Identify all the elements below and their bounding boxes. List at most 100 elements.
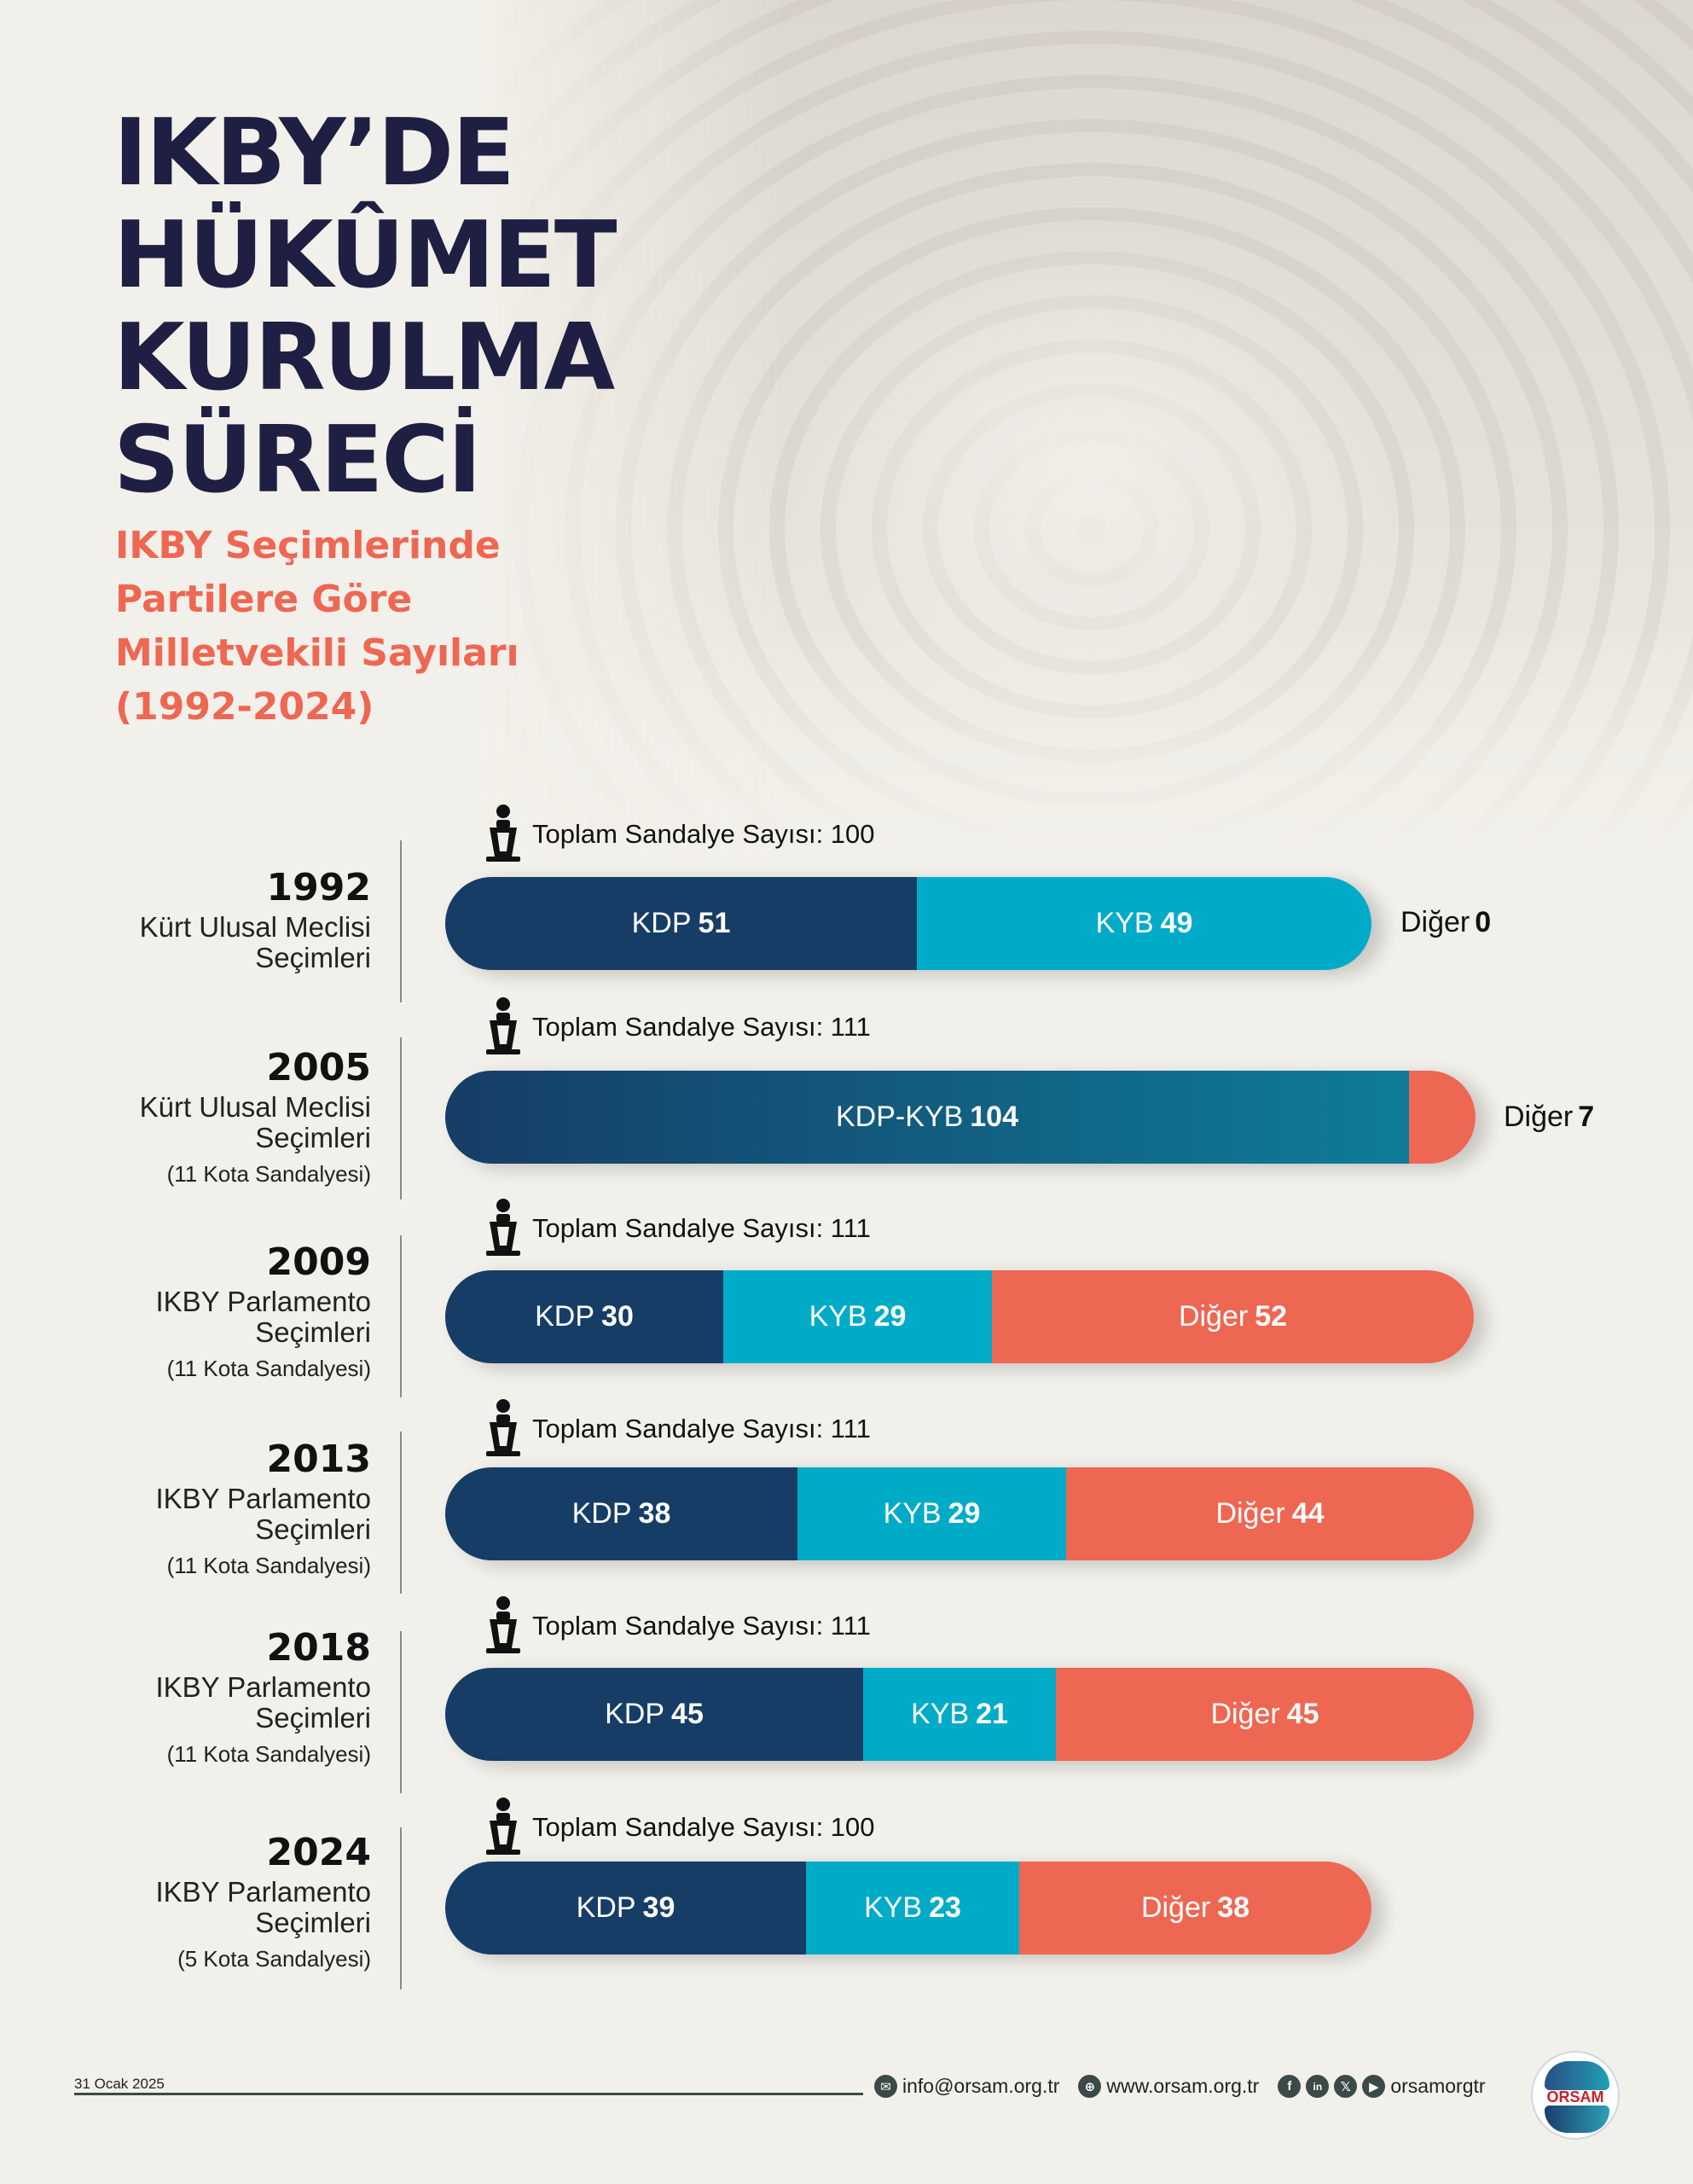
website-link[interactable]: www.orsam.org.tr (1106, 2075, 1260, 2097)
quota-note: (11 Kota Sandalyesi) (166, 1356, 371, 1381)
segment-kdp: KDP 45 (445, 1668, 863, 1761)
title-line: HÜKÛMET (113, 202, 617, 309)
election-year: 2024 (266, 1831, 371, 1874)
segment-kdp-kyb: KDP-KYB 104 (445, 1071, 1409, 1164)
title-line: KURULMA (113, 305, 615, 411)
stacked-bar-2018: KDP 45 KYB 21 Diğer 45 (445, 1668, 1474, 1761)
outside-label-diger: Diğer 0 (1400, 906, 1492, 938)
segment-kdp: KDP 39 (445, 1862, 806, 1955)
logo-text: ORSAM (1546, 2088, 1604, 2106)
election-type: Kürt Ulusal Meclisi (139, 1091, 371, 1123)
mail-icon: ✉ (874, 2075, 897, 2098)
row-label-1992: 1992 Kürt Ulusal Meclisi Seçimleri (13, 864, 371, 973)
page-title: IKBY’DE HÜKÛMET KURULMA SÜRECİ (113, 100, 617, 514)
seat-count-header: Toplam Sandalye Sayısı: 111 (484, 1198, 871, 1259)
chart-subtitle: IKBY Seçimlerinde Partilere Göre Milletv… (115, 519, 519, 734)
quota-note: (11 Kota Sandalyesi) (166, 1553, 371, 1578)
segment-kyb: KYB 29 (723, 1270, 992, 1363)
title-line: IKBY’DE (113, 100, 515, 206)
total-seats-label: Toplam Sandalye Sayısı: 111 (532, 1012, 871, 1042)
parliament-background-photo (478, 0, 1693, 853)
total-seats-label: Toplam Sandalye Sayısı: 100 (532, 819, 875, 849)
stacked-bar-2005: KDP-KYB 104 (445, 1071, 1476, 1164)
row-divider (400, 1235, 402, 1397)
subtitle-line: IKBY Seçimlerinde (115, 524, 501, 567)
row-divider (400, 1037, 402, 1199)
row-divider (400, 1827, 402, 1989)
election-year: 1992 (266, 866, 371, 909)
seat-count-header: Toplam Sandalye Sayısı: 100 (484, 804, 875, 865)
seat-count-header: Toplam Sandalye Sayısı: 100 (484, 1797, 875, 1858)
seat-count-header: Toplam Sandalye Sayısı: 111 (484, 996, 871, 1058)
total-seats-label: Toplam Sandalye Sayısı: 111 (532, 1213, 871, 1243)
election-type: Seçimleri (255, 1907, 371, 1938)
election-year: 2013 (266, 1438, 371, 1481)
election-type: Seçimleri (255, 1316, 371, 1348)
election-year: 2005 (266, 1046, 371, 1089)
segment-kdp: KDP 51 (445, 877, 917, 970)
podium-icon (486, 1798, 520, 1855)
row-label-2009: 2009 IKBY Parlamento Seçimleri (11 Kota … (13, 1239, 371, 1385)
seat-count-header: Toplam Sandalye Sayısı: 111 (484, 1398, 871, 1460)
outside-label-diger: Diğer 7 (1504, 1101, 1595, 1133)
election-year: 2009 (266, 1240, 371, 1284)
row-divider (400, 1631, 402, 1793)
row-label-2024: 2024 IKBY Parlamento Seçimleri (5 Kota S… (13, 1829, 371, 1976)
total-seats-label: Toplam Sandalye Sayısı: 100 (532, 1812, 875, 1842)
election-type: Seçimleri (255, 1122, 371, 1153)
row-label-2013: 2013 IKBY Parlamento Seçimleri (11 Kota … (13, 1436, 371, 1583)
segment-diger: Diğer 45 (1056, 1668, 1474, 1761)
segment-diger: Diğer 44 (1066, 1467, 1474, 1560)
segment-kyb: KYB 23 (806, 1862, 1019, 1955)
segment-kyb: KYB 21 (863, 1668, 1056, 1761)
orsam-logo: ORSAM (1531, 2051, 1620, 2140)
row-divider (400, 1432, 402, 1594)
election-type: Seçimleri (255, 942, 371, 973)
publication-date: 31 Ocak 2025 (74, 2076, 165, 2092)
podium-icon (486, 1199, 520, 1256)
x-icon[interactable]: 𝕏 (1334, 2075, 1358, 2098)
segment-kyb: KYB 29 (797, 1467, 1066, 1560)
stacked-bar-2024: KDP 39 KYB 23 Diğer 38 (445, 1862, 1371, 1955)
election-type: Kürt Ulusal Meclisi (139, 911, 371, 943)
quota-note: (11 Kota Sandalyesi) (166, 1741, 371, 1767)
election-type: IKBY Parlamento (155, 1483, 371, 1514)
podium-icon (486, 997, 520, 1054)
segment-diger: Diğer 38 (1019, 1862, 1371, 1955)
facebook-icon[interactable]: f (1278, 2075, 1302, 2098)
quota-note: (11 Kota Sandalyesi) (166, 1161, 371, 1187)
row-label-2018: 2018 IKBY Parlamento Seçimleri (11 Kota … (13, 1624, 371, 1771)
stacked-bar-1992: KDP 51 KYB 49 (445, 877, 1371, 970)
election-type: IKBY Parlamento (155, 1286, 371, 1317)
quota-note: (5 Kota Sandalyesi) (177, 1946, 371, 1972)
stacked-bar-2013: KDP 38 KYB 29 Diğer 44 (445, 1467, 1474, 1560)
footer-contact: ✉ info@orsam.org.tr ⊕ www.orsam.org.tr f… (874, 2075, 1486, 2098)
podium-icon (486, 804, 520, 862)
election-type: IKBY Parlamento (155, 1876, 371, 1908)
election-type: IKBY Parlamento (155, 1671, 371, 1703)
title-line: SÜRECİ (113, 407, 482, 514)
segment-kyb: KYB 49 (917, 877, 1371, 970)
row-label-2005: 2005 Kürt Ulusal Meclisi Seçimleri (11 K… (13, 1044, 371, 1191)
linkedin-icon[interactable]: in (1306, 2075, 1330, 2098)
segment-diger (1409, 1071, 1476, 1164)
podium-icon (486, 1596, 520, 1653)
youtube-icon[interactable]: ▶ (1362, 2075, 1386, 2098)
email-link[interactable]: info@orsam.org.tr (902, 2075, 1060, 2097)
segment-diger: Diğer 52 (992, 1270, 1474, 1363)
total-seats-label: Toplam Sandalye Sayısı: 111 (532, 1414, 871, 1443)
row-divider (400, 840, 402, 1002)
segment-kdp: KDP 30 (445, 1270, 723, 1363)
globe-icon: ⊕ (1078, 2075, 1102, 2098)
social-handle[interactable]: orsamorgtr (1390, 2075, 1486, 2097)
election-type: Seçimleri (255, 1513, 371, 1545)
total-seats-label: Toplam Sandalye Sayısı: 111 (532, 1611, 871, 1641)
footer-divider (74, 2093, 863, 2095)
election-type: Seçimleri (255, 1702, 371, 1734)
podium-icon (486, 1399, 520, 1456)
segment-kdp: KDP 38 (445, 1467, 797, 1560)
stacked-bar-2009: KDP 30 KYB 29 Diğer 52 (445, 1270, 1474, 1363)
subtitle-line: Milletvekili Sayıları (115, 631, 519, 675)
subtitle-line: Partilere Göre (115, 578, 413, 621)
election-year: 2018 (266, 1626, 371, 1670)
